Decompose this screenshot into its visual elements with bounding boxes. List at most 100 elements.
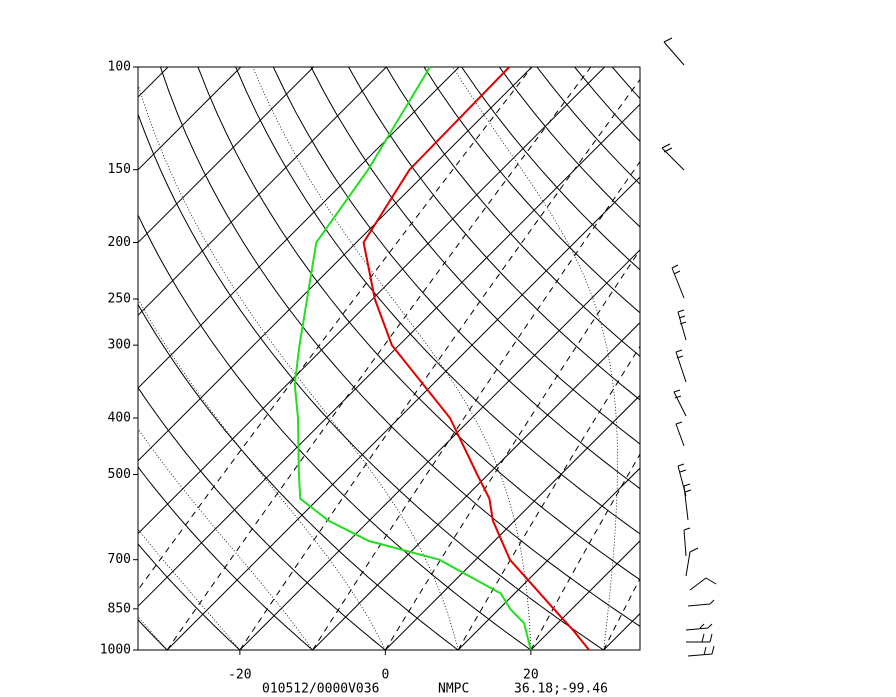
profile-line [293,66,532,651]
x-tick-label: 0 [381,668,389,683]
isotherm [138,67,169,98]
dry-adiabat [611,67,640,100]
dry-adiabat [688,67,896,650]
mixing-ratio-line [312,160,640,650]
wind-barb [661,143,685,171]
dry-adiabat [138,386,386,650]
dry-adiabat [725,67,896,650]
moist-adiabat [676,67,767,650]
isotherm [138,67,314,244]
isotherm [603,612,640,650]
y-tick-label: 300 [108,338,131,353]
dry-adiabat [272,67,640,490]
wind-barb [683,527,691,557]
wind-barb [663,37,685,66]
dry-adiabat [138,466,313,650]
dry-adiabat [0,67,22,650]
isotherm [138,103,640,608]
isotherm [676,67,896,650]
dry-adiabat [498,67,640,228]
moist-adiabat [0,67,94,650]
mixing-ratio-line [457,345,640,650]
mixing-ratio-line [603,577,640,650]
dry-adiabat [197,67,640,581]
y-tick-label: 150 [108,162,131,177]
moist-adiabat [138,616,168,650]
wind-barb [687,645,715,657]
data-layer: 100 150 200 250 300 400 500 700 850 1000 -20 0 20 [100,60,590,683]
wind-barbs [661,37,717,657]
moist-adiabat [452,67,618,650]
wind-barb [671,264,685,299]
wind-barb [685,623,713,631]
wind-barb [677,309,687,341]
dry-adiabat [838,67,896,650]
mixing-ratio-line [239,78,640,650]
mixing-ratio-line [384,249,640,650]
mixing-ratio-line [822,67,896,650]
dry-adiabat [235,67,640,535]
isotherm [166,176,640,650]
wind-barb [675,421,685,447]
wind-barb [683,483,692,521]
isotherm [138,67,460,389]
isotherm [138,67,387,317]
y-tick-label: 200 [108,235,131,250]
y-tick-label: 850 [108,601,131,616]
moist-adiabat [138,298,386,650]
dry-adiabat [574,67,640,143]
footer-source: NMPC [438,682,469,697]
isotherm [822,67,896,650]
footer-date: 010512/0000V036 [262,682,379,697]
wind-barb [675,349,687,383]
dry-adiabat [0,67,94,650]
y-tick-label: 1000 [100,643,131,658]
profile-line [362,66,590,651]
y-tick-label: 700 [108,552,131,567]
wind-barb [685,547,699,577]
dry-adiabat [801,67,896,650]
dry-adiabat [138,213,532,650]
wind-barb [673,389,687,417]
isotherm [239,249,640,650]
footer-location: 36.18;-99.46 [514,682,608,697]
wind-barb [689,577,717,591]
moist-adiabat [749,67,896,650]
mixing-ratio-line [138,67,533,591]
dry-adiabat [423,67,640,314]
isotherm [457,467,640,650]
mixing-ratio-line [530,453,640,650]
dry-adiabat [138,619,168,650]
moist-adiabat [138,83,459,650]
y-tick-label: 500 [108,467,131,482]
isotherm [749,67,896,650]
dry-adiabat [348,67,640,401]
y-tick-label: 400 [108,411,131,426]
mixing-ratio-line [749,67,896,650]
dry-adiabat [385,67,640,357]
dry-adiabat [159,67,640,627]
moist-adiabat [138,428,313,650]
wind-barb [686,633,713,643]
mixing-ratio-line [676,67,896,650]
dry-adiabat [650,67,896,650]
isotherm [138,67,242,171]
dry-adiabat [461,67,640,271]
isotherm [385,394,640,650]
isotherm [138,67,533,462]
wind-barb [687,599,715,607]
dry-adiabat [310,67,640,445]
isotherm [530,540,640,650]
isotherm [0,67,95,650]
moist-adiabat [252,67,532,650]
x-tick-label: 20 [523,668,539,683]
dry-adiabat [138,112,604,650]
dry-adiabat [763,67,896,650]
dry-adiabat [138,303,459,650]
dry-adiabat [876,67,896,650]
background-lines [0,67,896,650]
isotherm [138,67,605,535]
isotherm [312,321,640,650]
mixing-ratio-line [166,67,592,650]
